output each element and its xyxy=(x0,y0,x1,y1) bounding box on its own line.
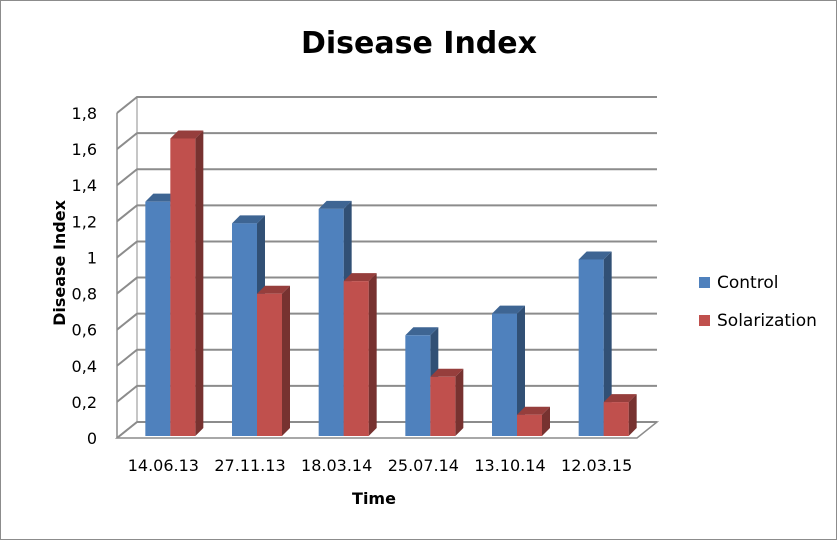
bar-side xyxy=(195,130,204,436)
legend-swatch-solarization xyxy=(699,315,710,326)
bar-side xyxy=(368,273,377,436)
bar-solarization xyxy=(603,394,637,436)
x-tick-label: 14.06.13 xyxy=(128,456,199,475)
y-axis-title: Disease Index xyxy=(50,199,69,326)
bar-solarization xyxy=(343,273,377,436)
bar-front xyxy=(170,138,196,436)
gridline xyxy=(116,96,657,114)
bar-front xyxy=(257,293,282,436)
x-axis-title: Time xyxy=(352,489,396,508)
bar-top xyxy=(517,406,550,415)
y-tick-label: 1,8 xyxy=(72,104,97,123)
y-tick-labels: 0 0,2 0,4 0,6 0,8 1 1,2 1,4 1,6 1,8 xyxy=(72,104,97,448)
bar-side xyxy=(603,251,612,436)
y-tick-label: 1 xyxy=(87,248,97,267)
legend-label-solarization: Solarization xyxy=(717,311,817,331)
legend-swatch-control xyxy=(699,277,710,288)
chart-title: Disease Index xyxy=(301,26,537,61)
x-tick-labels: 14.06.13 27.11.13 18.03.14 25.07.14 13.10.14… xyxy=(128,456,633,475)
bar-top xyxy=(145,193,179,202)
bar-front xyxy=(517,414,542,436)
x-tick-label: 18.03.14 xyxy=(301,456,372,475)
bar-top xyxy=(492,305,525,314)
legend: Control Solarization xyxy=(699,273,817,331)
bar-layer xyxy=(145,130,637,436)
bar-front xyxy=(492,313,517,436)
bar-front xyxy=(232,223,257,436)
y-tick-label: 1,6 xyxy=(72,140,97,159)
grid-layer xyxy=(114,96,660,439)
y-tick-label: 1,4 xyxy=(72,176,97,195)
bar-front xyxy=(343,281,369,436)
bar-side xyxy=(542,406,550,436)
y-tick-label: 0 xyxy=(87,429,97,448)
y-tick-label: 0,6 xyxy=(72,321,97,340)
bar-top xyxy=(343,273,377,282)
y-tick-label: 0,8 xyxy=(72,285,97,304)
x-tick-label: 12.03.15 xyxy=(561,456,632,475)
bar-front xyxy=(318,208,344,436)
floor xyxy=(114,421,660,439)
y-tick-label: 0,2 xyxy=(72,393,97,412)
bar-side xyxy=(455,368,464,436)
bar-top xyxy=(318,200,352,209)
x-tick-label: 13.10.14 xyxy=(474,456,545,475)
x-tick-label: 27.11.13 xyxy=(214,456,285,475)
legend-label-control: Control xyxy=(717,273,778,293)
bar-front xyxy=(578,259,604,436)
bar-top xyxy=(430,368,464,377)
bar-solarization xyxy=(517,406,550,436)
bar-side xyxy=(282,285,290,436)
bar-top xyxy=(257,285,290,294)
x-tick-label: 25.07.14 xyxy=(388,456,459,475)
bar-solarization xyxy=(170,130,204,436)
bar-control xyxy=(578,251,612,436)
bar-side xyxy=(628,394,637,436)
bar-top xyxy=(578,251,612,260)
y-tick-label: 1,2 xyxy=(72,212,97,231)
bar-top xyxy=(170,130,204,139)
bar-control xyxy=(492,305,525,436)
bar-solarization xyxy=(257,285,290,436)
bar-top xyxy=(603,394,637,403)
bar-top xyxy=(405,327,439,336)
bar-front xyxy=(145,201,171,436)
bar-front xyxy=(430,376,456,436)
bar-front xyxy=(405,335,431,436)
bar-front xyxy=(603,402,629,436)
bar-side xyxy=(517,305,525,436)
y-tick-label: 0,4 xyxy=(72,357,97,376)
bar-top xyxy=(232,215,265,224)
bar-solarization xyxy=(430,368,464,436)
bar-control xyxy=(232,215,265,436)
